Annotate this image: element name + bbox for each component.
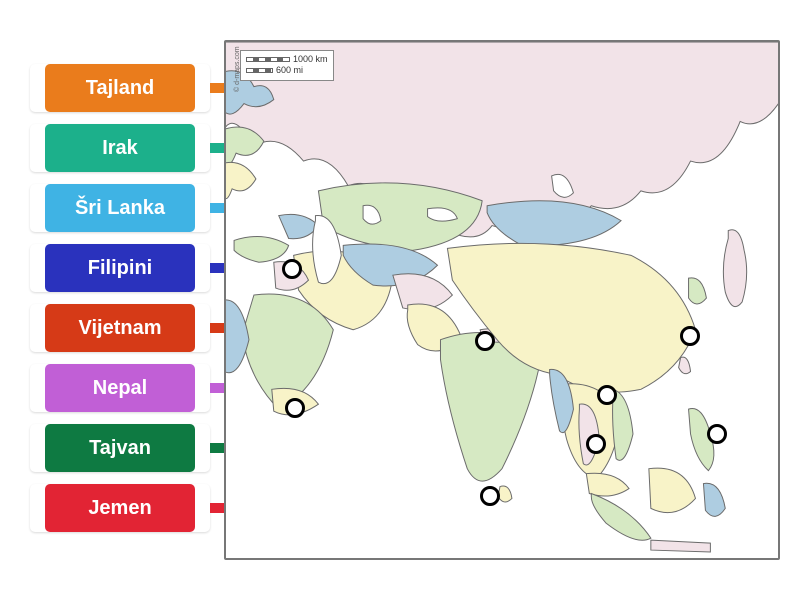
scale-mi-label: 600 mi [276,65,303,76]
map-svg [226,42,778,558]
scale-bar-km [246,57,290,62]
marker-vietnam[interactable] [597,385,617,405]
scale-bar-mi [246,68,273,73]
game-container: Tajland Irak Šri Lanka Filipini Vijetnam Nepa… [0,0,800,600]
scale-box: 1000 km 600 mi [240,50,334,81]
label-body: Tajland [45,64,195,112]
marker-srilanka[interactable] [480,486,500,506]
marker-nepal[interactable] [475,331,495,351]
label-body: Irak [45,124,195,172]
label-item-nepal[interactable]: Nepal [30,364,210,412]
label-item-tajvan[interactable]: Tajvan [30,424,210,472]
marker-thailand[interactable] [586,434,606,454]
marker-iraq[interactable] [282,259,302,279]
label-item-tajland[interactable]: Tajland [30,64,210,112]
label-body: Šri Lanka [45,184,195,232]
label-body: Vijetnam [45,304,195,352]
label-body: Nepal [45,364,195,412]
label-item-šri-lanka[interactable]: Šri Lanka [30,184,210,232]
label-item-jemen[interactable]: Jemen [30,484,210,532]
label-body: Tajvan [45,424,195,472]
label-body: Jemen [45,484,195,532]
map-panel: 1000 km 600 mi © d-maps.com [224,40,780,560]
labels-column: Tajland Irak Šri Lanka Filipini Vijetnam Nepa… [30,40,210,560]
scale-km-label: 1000 km [293,54,328,65]
marker-yemen[interactable] [285,398,305,418]
label-body: Filipini [45,244,195,292]
marker-philippines[interactable] [707,424,727,444]
marker-taiwan[interactable] [680,326,700,346]
map-credit: © d-maps.com [234,46,241,92]
label-item-filipini[interactable]: Filipini [30,244,210,292]
label-item-irak[interactable]: Irak [30,124,210,172]
label-item-vijetnam[interactable]: Vijetnam [30,304,210,352]
